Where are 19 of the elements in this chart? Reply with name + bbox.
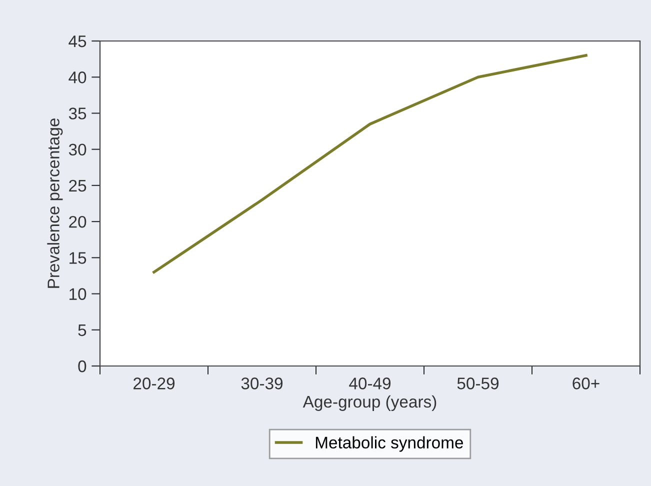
x-axis-title: Age-group (years) [302,395,436,411]
y-tick-label: 15 [70,252,86,264]
x-tick-label: 30-39 [241,378,283,390]
y-tick-label: 10 [70,288,86,300]
x-tick-label: 20-29 [134,378,175,390]
y-tick-label: 30 [68,144,86,156]
legend-label: Metabolic syndrome [316,436,463,452]
y-tick-label: 0 [78,360,86,372]
x-tick-label: 50-59 [457,378,499,390]
y-tick-label: 25 [69,180,86,192]
y-tick-label: 40 [68,72,86,84]
y-tick-label: 5 [78,324,86,336]
y-tick-label: 35 [68,108,86,120]
y-axis-title: Prevalence percentage [47,118,63,288]
x-tick-label: 40-49 [349,378,391,390]
y-tick-label: 45 [68,36,86,48]
y-tick-label: 20 [69,216,86,228]
line-series [152,54,588,274]
x-tick-label: 60+ [572,378,600,390]
